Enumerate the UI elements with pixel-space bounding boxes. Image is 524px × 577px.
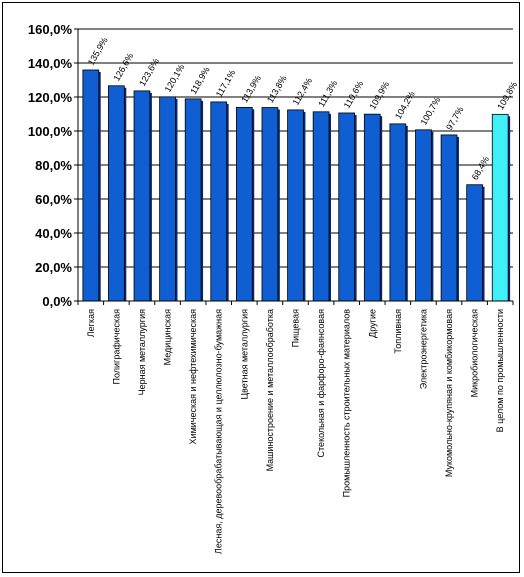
bar [440, 134, 458, 302]
bar [133, 90, 151, 302]
bar [261, 107, 279, 302]
y-tick-label: 100,0% [28, 124, 73, 139]
y-tick-label: 80,0% [35, 158, 72, 173]
bar [415, 129, 432, 302]
bar [108, 85, 125, 302]
data-label: 135,9% [86, 36, 110, 67]
y-tick-label: 140,0% [28, 56, 73, 71]
data-label: 118,9% [188, 65, 212, 96]
category-label: Машиностроение и металлообработка [265, 309, 275, 471]
data-label: 109,9% [367, 80, 391, 111]
category-label: Черная металлургия [137, 309, 147, 395]
category-label: Микробиологическая [470, 309, 480, 397]
data-label: 104,2% [393, 89, 417, 120]
data-label: 97,7% [444, 105, 465, 132]
category-label: Цветная металлургия [239, 309, 249, 400]
category-label: Медицинская [163, 309, 173, 365]
bars [82, 69, 511, 302]
category-label: Электроэнергетика [418, 309, 428, 389]
category-label: Другие [367, 309, 377, 338]
bar [491, 113, 509, 302]
bar [389, 123, 407, 302]
data-label: 68,4% [470, 155, 491, 182]
category-label: Легкая [86, 309, 96, 337]
bar [363, 113, 381, 302]
data-label: 113,8% [265, 74, 289, 105]
bar [159, 96, 176, 302]
category-label: Топливная [393, 309, 403, 354]
y-axis-tick-labels: 0,0% 20,0% 40,0% 60,0% 80,0% 100,0% 120,0% 140,… [28, 22, 73, 309]
data-label: 109,8% [495, 80, 519, 111]
category-label: Лесная, деревообрабатывающая и целлюлозн… [214, 309, 224, 554]
data-label: 126,6% [111, 51, 135, 82]
category-label: Промышленность строительных материалов [342, 309, 352, 498]
data-label: 117,1% [214, 68, 238, 99]
data-label: 100,7% [419, 95, 443, 126]
data-label: 113,9% [239, 74, 263, 105]
category-labels: Легкая Полиграфическая Черная металлургия М… [86, 309, 505, 554]
bar [82, 69, 100, 302]
bar [466, 184, 483, 302]
bar [184, 98, 202, 302]
data-label: 110,6% [342, 79, 366, 110]
category-label: Пищевая [291, 309, 301, 347]
bar [210, 101, 228, 302]
y-tick-label: 120,0% [28, 90, 73, 105]
category-label: Химическая и нефтехимическая [188, 309, 198, 445]
y-tick-label: 160,0% [28, 22, 73, 37]
y-tick-label: 0,0% [42, 294, 72, 309]
category-label: Стекольная и фарфоро-фаянсовая [316, 309, 326, 458]
data-label: 123,6% [137, 56, 161, 87]
y-tick-label: 20,0% [35, 260, 72, 275]
bar [312, 111, 330, 302]
axes [74, 28, 514, 305]
data-label: 112,4% [291, 76, 315, 107]
y-tick-label: 40,0% [35, 226, 72, 241]
data-label: 111,3% [316, 78, 339, 108]
data-label: 120,1% [163, 62, 187, 93]
bar [235, 106, 253, 302]
category-label: Мукомольно-крупяная и комбикормовая [444, 309, 454, 477]
category-label: В целом по промышленности [495, 309, 505, 432]
bar [287, 109, 304, 302]
y-tick-label: 60,0% [35, 192, 72, 207]
category-label: Полиграфическая [111, 309, 121, 385]
bar [338, 112, 356, 302]
